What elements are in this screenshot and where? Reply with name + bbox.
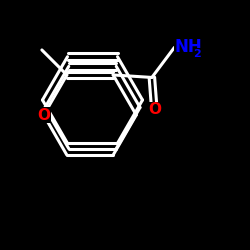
Text: NH: NH <box>174 38 202 56</box>
Text: O: O <box>148 102 161 118</box>
Text: O: O <box>37 108 50 122</box>
Text: 2: 2 <box>193 49 201 59</box>
